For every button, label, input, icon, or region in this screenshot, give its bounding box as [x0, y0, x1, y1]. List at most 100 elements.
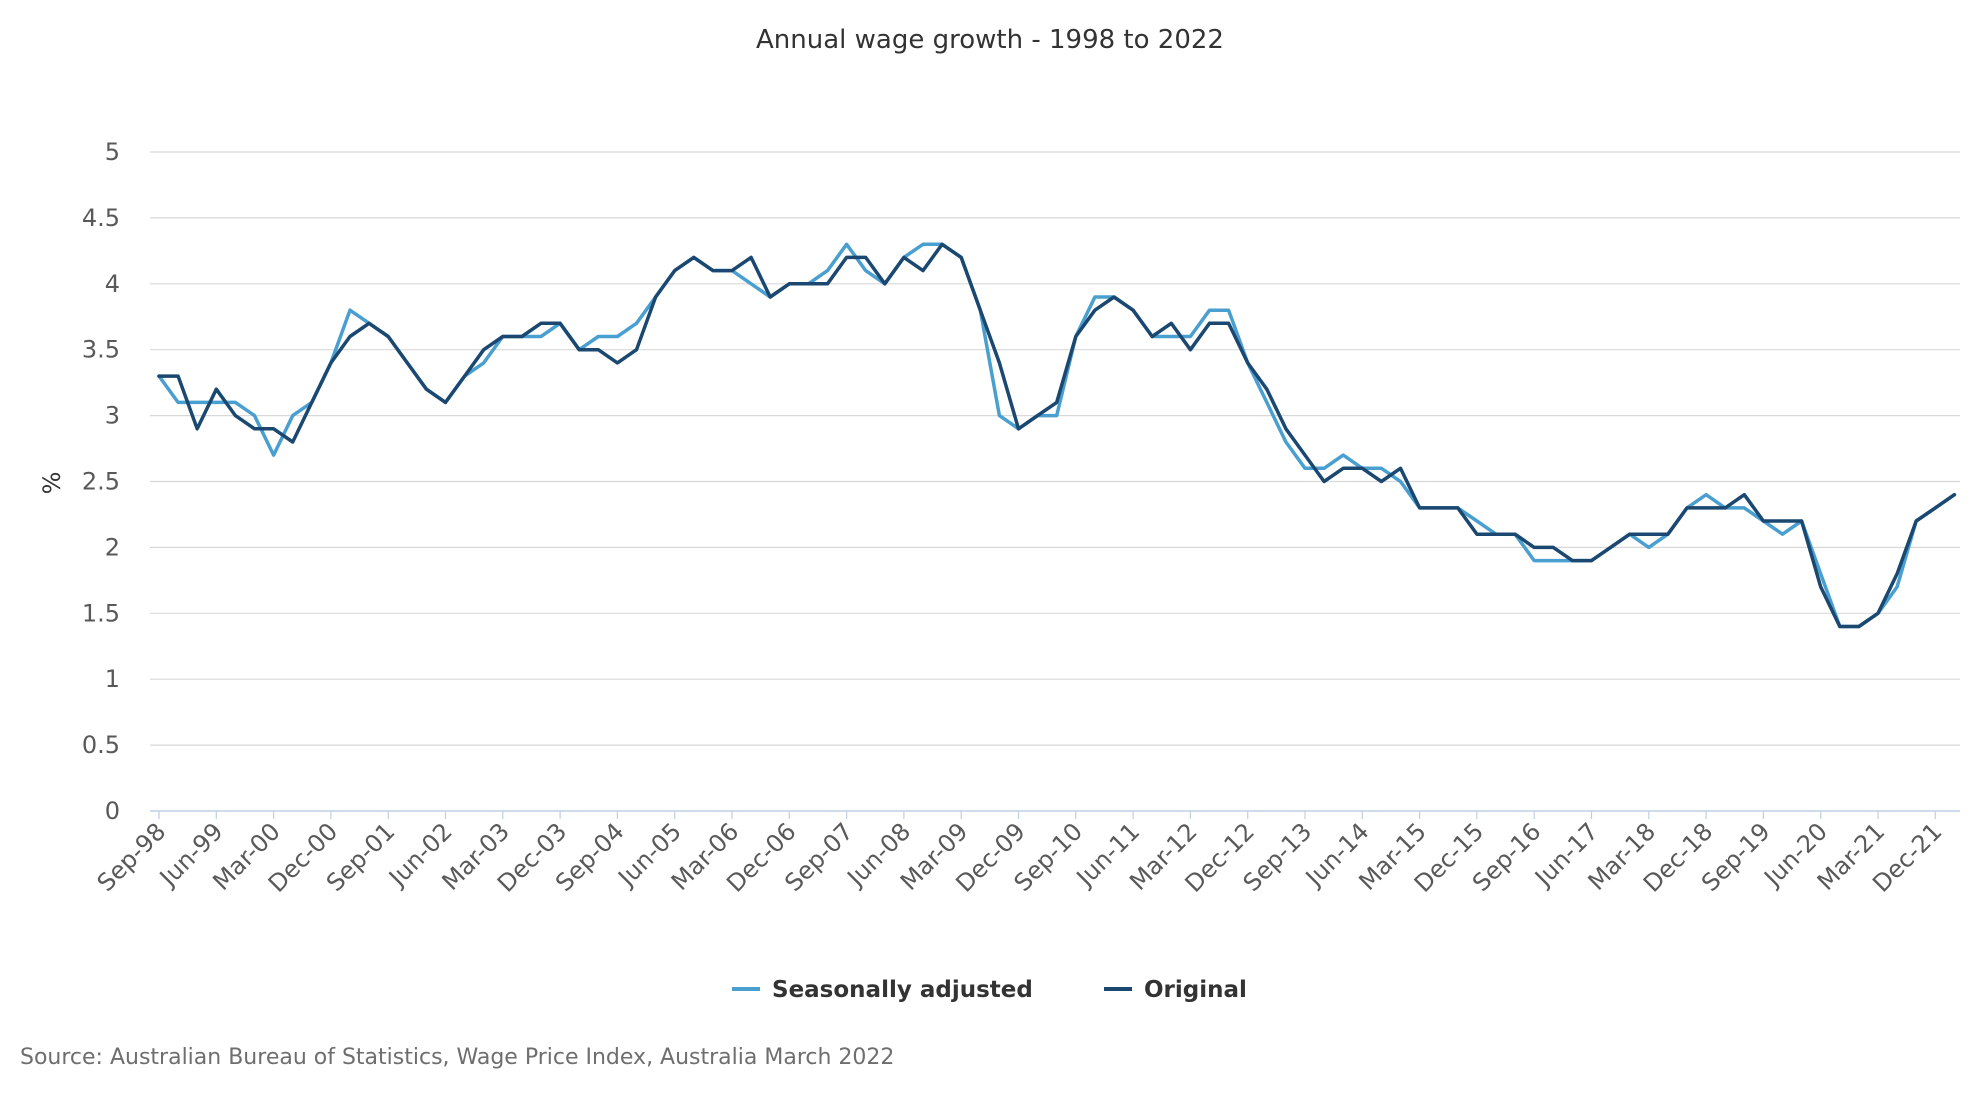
data-point-seasonally-adjusted: [291, 414, 295, 418]
data-point-original: [1570, 559, 1574, 563]
x-axis-ticks: Sep-98Jun-99Mar-00Dec-00Sep-01Jun-02Mar-…: [92, 811, 1948, 898]
data-point-original: [730, 269, 734, 273]
data-point-seasonally-adjusted: [921, 242, 925, 246]
data-point-original: [959, 255, 963, 259]
data-point-original: [1131, 308, 1135, 312]
data-point-seasonally-adjusted: [1093, 295, 1097, 299]
data-point-seasonally-adjusted: [1399, 480, 1403, 484]
data-point-original: [749, 255, 753, 259]
data-point-seasonally-adjusted: [1895, 585, 1899, 589]
source-note: Source: Australian Bureau of Statistics,…: [20, 1045, 894, 1070]
data-point-seasonally-adjusted: [615, 335, 619, 339]
data-point-original: [1895, 572, 1899, 576]
legend-item-seasonally-adjusted[interactable]: Seasonally adjusted: [732, 977, 1033, 1003]
series-lines: [157, 242, 1957, 629]
data-point-seasonally-adjusted: [253, 414, 257, 418]
data-point-original: [1303, 453, 1307, 457]
data-point-original: [1704, 506, 1708, 510]
data-point-original: [1265, 387, 1269, 391]
data-point-original: [1685, 506, 1689, 510]
data-point-original: [1322, 480, 1326, 484]
data-point-original: [310, 400, 314, 404]
data-point-seasonally-adjusted: [864, 269, 868, 273]
data-point-seasonally-adjusted: [1284, 440, 1288, 444]
y-tick-label: 0: [105, 797, 120, 825]
data-point-original: [1952, 493, 1956, 497]
data-point-seasonally-adjusted: [1475, 519, 1479, 523]
data-point-original: [1093, 308, 1097, 312]
data-point-seasonally-adjusted: [1551, 559, 1555, 563]
data-point-original: [157, 374, 161, 378]
y-tick-label: 4.5: [82, 204, 120, 232]
data-point-original: [176, 374, 180, 378]
data-point-original: [214, 387, 218, 391]
data-point-original: [711, 269, 715, 273]
data-point-seasonally-adjusted: [1055, 414, 1059, 418]
data-point-original: [1819, 585, 1823, 589]
data-point-original: [1418, 506, 1422, 510]
data-point-seasonally-adjusted: [1169, 335, 1173, 339]
y-tick-label: 3.5: [82, 336, 120, 364]
data-point-original: [1360, 466, 1364, 470]
data-point-seasonally-adjusted: [348, 308, 352, 312]
y-axis-title: %: [38, 472, 66, 495]
data-point-original: [1876, 611, 1880, 615]
data-point-original: [1742, 493, 1746, 497]
data-point-original: [1246, 361, 1250, 365]
data-point-seasonally-adjusted: [1227, 308, 1231, 312]
chart-title: Annual wage growth - 1998 to 2022: [756, 25, 1224, 55]
data-point-original: [1761, 519, 1765, 523]
data-point-seasonally-adjusted: [233, 400, 237, 404]
data-point-seasonally-adjusted: [272, 453, 276, 457]
data-point-original: [615, 361, 619, 365]
data-point-original: [1475, 532, 1479, 536]
data-point-seasonally-adjusted: [1188, 335, 1192, 339]
data-point-original: [1055, 400, 1059, 404]
data-point-original: [1208, 321, 1212, 325]
data-point-seasonally-adjusted: [1647, 545, 1651, 549]
data-point-seasonally-adjusted: [1265, 400, 1269, 404]
y-tick-label: 2: [105, 533, 120, 561]
data-point-original: [1379, 480, 1383, 484]
data-point-original: [635, 348, 639, 352]
data-point-original: [1227, 321, 1231, 325]
data-point-original: [272, 427, 276, 431]
data-point-original: [978, 308, 982, 312]
data-point-original: [1838, 624, 1842, 628]
y-tick-label: 1: [105, 665, 120, 693]
data-point-seasonally-adjusted: [596, 335, 600, 339]
data-point-original: [367, 321, 371, 325]
data-point-original: [673, 269, 677, 273]
data-point-original: [329, 361, 333, 365]
data-point-original: [845, 255, 849, 259]
data-point-original: [1933, 506, 1937, 510]
data-point-original: [1074, 335, 1078, 339]
y-tick-label: 5: [105, 138, 120, 166]
data-point-original: [654, 295, 658, 299]
data-point-original: [1532, 545, 1536, 549]
data-point-seasonally-adjusted: [749, 282, 753, 286]
data-point-seasonally-adjusted: [1819, 572, 1823, 576]
data-point-original: [921, 269, 925, 273]
data-point-original: [902, 255, 906, 259]
data-point-original: [539, 321, 543, 325]
series-line-original: [157, 242, 1957, 629]
data-point-original: [826, 282, 830, 286]
data-point-original: [1551, 545, 1555, 549]
data-point-seasonally-adjusted: [539, 335, 543, 339]
data-point-seasonally-adjusted: [195, 400, 199, 404]
legend-item-original[interactable]: Original: [1104, 977, 1247, 1003]
data-point-original: [482, 348, 486, 352]
data-point-original: [1437, 506, 1441, 510]
data-point-original: [348, 335, 352, 339]
data-point-seasonally-adjusted: [1341, 453, 1345, 457]
data-point-seasonally-adjusted: [1208, 308, 1212, 312]
data-point-original: [291, 440, 295, 444]
data-point-seasonally-adjusted: [1742, 506, 1746, 510]
data-point-original: [195, 427, 199, 431]
data-point-seasonally-adjusted: [1781, 532, 1785, 536]
data-point-original: [596, 348, 600, 352]
data-point-seasonally-adjusted: [845, 242, 849, 246]
data-point-seasonally-adjusted: [1303, 466, 1307, 470]
